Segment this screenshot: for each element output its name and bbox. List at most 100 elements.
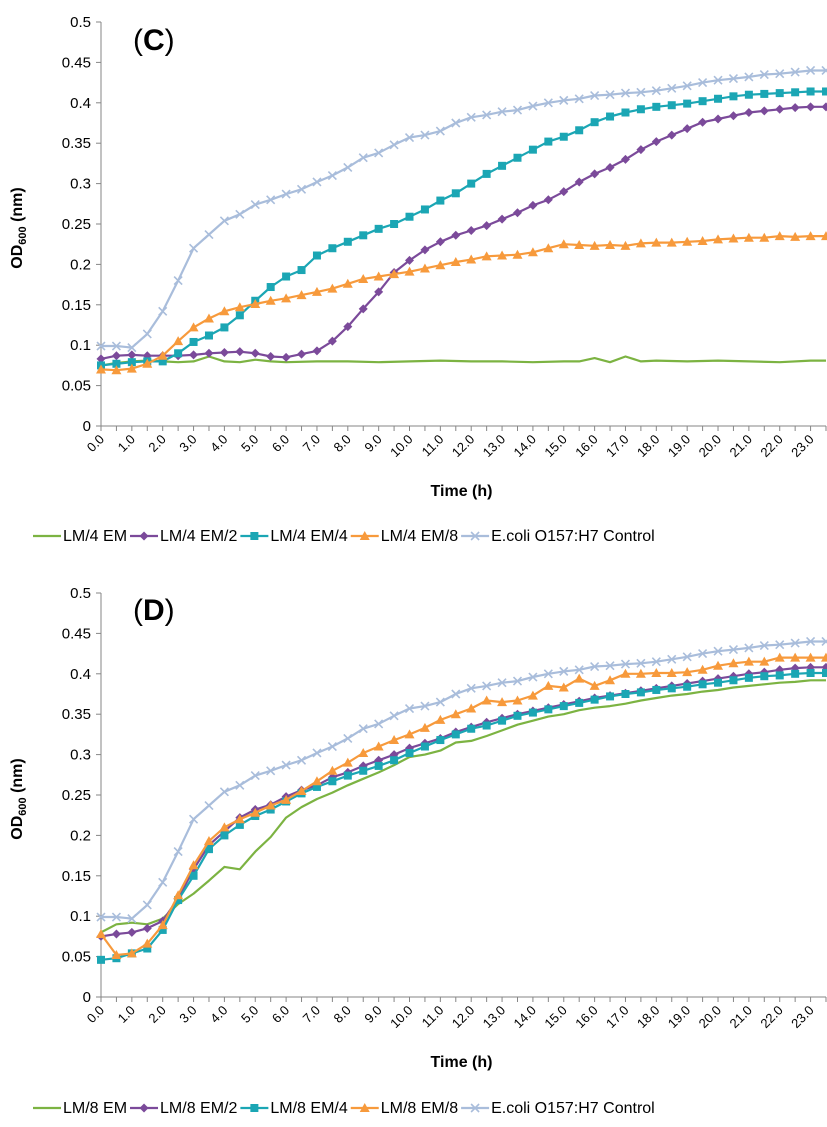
data-point: [189, 322, 199, 331]
y-tick-label: 0.15: [62, 297, 91, 314]
data-point: [159, 307, 167, 315]
data-point: [668, 684, 676, 692]
y-tick-label: 0.25: [62, 787, 91, 804]
data-point: [806, 102, 815, 111]
data-point: [344, 163, 352, 171]
x-tick-label: 13.0: [480, 432, 509, 461]
x-tick-label: 1.0: [115, 1003, 138, 1026]
data-point: [698, 118, 707, 127]
data-point: [822, 102, 827, 111]
data-point: [822, 669, 827, 677]
data-point: [328, 777, 336, 785]
data-point: [513, 208, 522, 217]
x-tick-label: 17.0: [603, 432, 632, 461]
y-axis-title-subscript: 600: [17, 226, 29, 244]
y-axis-title: OD600 (nm): [9, 187, 29, 268]
data-point: [344, 734, 352, 742]
data-point: [637, 688, 645, 696]
data-point: [652, 686, 660, 694]
x-tick-label: 14.0: [511, 432, 540, 461]
data-point: [266, 352, 275, 361]
panel-label-paren-open: (: [133, 24, 143, 57]
panel-label-letter: D: [143, 594, 165, 627]
data-point: [683, 100, 691, 108]
data-point: [807, 87, 815, 95]
data-point: [421, 205, 429, 213]
legend-label: LM/4 EM: [63, 528, 127, 545]
data-point: [760, 672, 768, 680]
series-2: [97, 669, 827, 964]
data-point: [791, 88, 799, 96]
data-point: [606, 692, 614, 700]
data-point: [544, 705, 552, 713]
legend-label: LM/8 EM/4: [270, 1100, 347, 1117]
data-point: [189, 350, 198, 359]
x-tick-label: 7.0: [300, 1003, 323, 1026]
data-point: [344, 238, 352, 246]
data-point: [421, 743, 429, 751]
series-0: [101, 357, 826, 366]
data-point: [97, 956, 105, 964]
data-point: [327, 766, 337, 775]
data-point: [822, 87, 827, 95]
x-tick-label: 19.0: [665, 1003, 694, 1032]
x-tick-label: 12.0: [449, 1003, 478, 1032]
x-axis-title: Time (h): [431, 1054, 493, 1071]
data-point: [297, 350, 306, 359]
data-point: [359, 231, 367, 239]
x-tick-label: 9.0: [361, 1003, 384, 1026]
y-tick-label: 0.4: [70, 666, 91, 683]
x-tick-label: 10.0: [387, 432, 416, 461]
data-point: [220, 323, 228, 331]
data-point: [220, 348, 229, 357]
legend-item: LM/4 EM/8: [351, 528, 458, 545]
data-point: [575, 699, 583, 707]
data-point: [112, 929, 121, 938]
data-point: [467, 226, 476, 235]
y-tick-label: 0.05: [62, 378, 91, 395]
data-point: [313, 252, 321, 260]
data-point: [390, 141, 398, 149]
legend-label: LM/8 EM: [63, 1100, 127, 1117]
data-point: [714, 114, 723, 123]
x-tick-label: 10.0: [387, 1003, 416, 1032]
data-point: [267, 283, 275, 291]
data-point: [714, 95, 722, 103]
x-tick-label: 5.0: [238, 1003, 261, 1026]
data-point: [544, 138, 552, 146]
data-point: [667, 131, 676, 140]
data-point: [791, 103, 800, 112]
data-point: [143, 330, 151, 338]
data-point: [652, 137, 661, 146]
data-point: [452, 189, 460, 197]
x-axis-title: Time (h): [431, 483, 493, 500]
data-point: [359, 767, 367, 775]
y-axis-title: OD600 (nm): [9, 758, 29, 839]
y-tick-label: 0.3: [70, 176, 91, 193]
data-point: [343, 758, 353, 767]
y-tick-label: 0.45: [62, 54, 91, 71]
legend-label: E.coli O157:H7 Control: [491, 1100, 655, 1117]
y-tick-label: 0.2: [70, 256, 91, 273]
x-tick-label: 12.0: [449, 432, 478, 461]
series-4: [97, 66, 827, 351]
data-point: [436, 237, 445, 246]
series-line: [101, 667, 826, 936]
data-point: [390, 712, 398, 720]
data-point: [205, 802, 213, 810]
legend-swatch-marker: [250, 1104, 258, 1112]
data-point: [466, 704, 476, 713]
data-point: [205, 332, 213, 340]
data-point: [683, 124, 692, 133]
data-point: [575, 126, 583, 134]
y-axis-title-main: OD: [9, 816, 26, 840]
legend-label: LM/8 EM/2: [160, 1100, 237, 1117]
y-axis-title-unit: (nm): [9, 187, 26, 226]
data-point: [328, 244, 336, 252]
y-tick-label: 0.4: [70, 95, 91, 112]
x-tick-label: 20.0: [696, 1003, 725, 1032]
data-point: [683, 683, 691, 691]
x-tick-label: 6.0: [269, 432, 292, 455]
